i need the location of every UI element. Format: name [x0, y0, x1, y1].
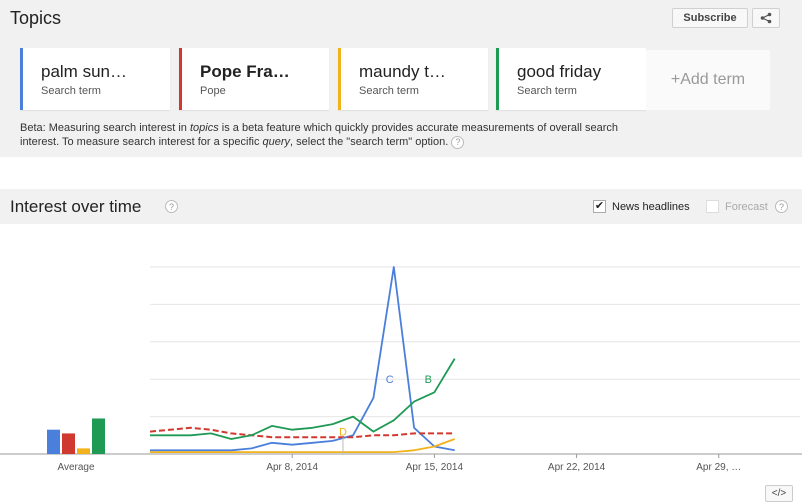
news-headlines-label[interactable]: News headlines [612, 201, 690, 213]
term-card-pope-francis[interactable]: Pope Fra… Pope [179, 48, 329, 110]
embed-button[interactable]: </> [765, 485, 793, 502]
term-card-good-friday[interactable]: good friday Search term [496, 48, 646, 110]
term-name: Pope Fra… [200, 62, 290, 81]
forecast-label[interactable]: Forecast [725, 201, 768, 213]
x-tick-label: Apr 22, 2014 [548, 462, 606, 473]
average-label: Average [57, 462, 95, 473]
beta-note-text: is a beta feature which quickly provides… [20, 122, 618, 148]
x-tick-label: Apr 8, 2014 [266, 462, 318, 473]
add-term-button[interactable]: +Add term [646, 50, 770, 110]
share-icon [760, 12, 772, 24]
interest-chart: Average Apr 8, 2014 Apr 15, 2014 Apr 22, 20… [0, 266, 802, 473]
beta-note-text: Beta: Measuring search interest in [20, 122, 190, 134]
x-tick-label: Apr 29, … [696, 462, 741, 473]
beta-note-italic: topics [189, 122, 219, 134]
average-bar [77, 448, 90, 454]
section-title: Interest over time [10, 197, 142, 216]
topics-panel: Topics Subscribe palm sun… Search term P… [0, 0, 802, 157]
series-line [150, 266, 455, 452]
x-tick-label: Apr 15, 2014 [406, 462, 464, 473]
series-line [150, 358, 456, 440]
beta-note: Beta: Measuring search interest in topic… [20, 121, 640, 149]
annotation-letter: C [386, 374, 394, 386]
term-type: Search term [517, 85, 577, 97]
forecast-checkbox[interactable] [706, 200, 719, 213]
beta-note-text: , select the "search term" option. [290, 136, 449, 148]
series-line [150, 438, 456, 454]
annotation-letter: D [339, 426, 347, 438]
topics-title: Topics [10, 8, 62, 28]
term-card-palm-sunday[interactable]: palm sun… Search term [20, 48, 170, 110]
annotation-letter: B [425, 374, 432, 386]
term-name: palm sun… [41, 62, 127, 81]
term-card-maundy-thursday[interactable]: maundy t… Search term [338, 48, 488, 110]
average-bar [92, 418, 105, 454]
term-name: maundy t… [359, 62, 446, 81]
term-type: Search term [359, 85, 419, 97]
average-bar [62, 433, 75, 454]
news-headlines-checkbox[interactable]: ✔ [593, 200, 606, 213]
help-icon[interactable]: ? [451, 135, 465, 149]
subscribe-button[interactable]: Subscribe [672, 8, 748, 28]
term-type: Search term [41, 85, 101, 97]
beta-note-italic: query [262, 136, 291, 148]
interest-over-time-header: Interest over time ? ✔ News headlines Fo… [0, 189, 802, 224]
term-type: Pope [200, 85, 226, 97]
share-button[interactable] [752, 8, 780, 28]
average-bar [47, 429, 60, 454]
help-icon[interactable]: ? [775, 200, 788, 213]
help-icon[interactable]: ? [165, 200, 178, 213]
series-line [149, 426, 455, 439]
term-name: good friday [517, 62, 602, 81]
